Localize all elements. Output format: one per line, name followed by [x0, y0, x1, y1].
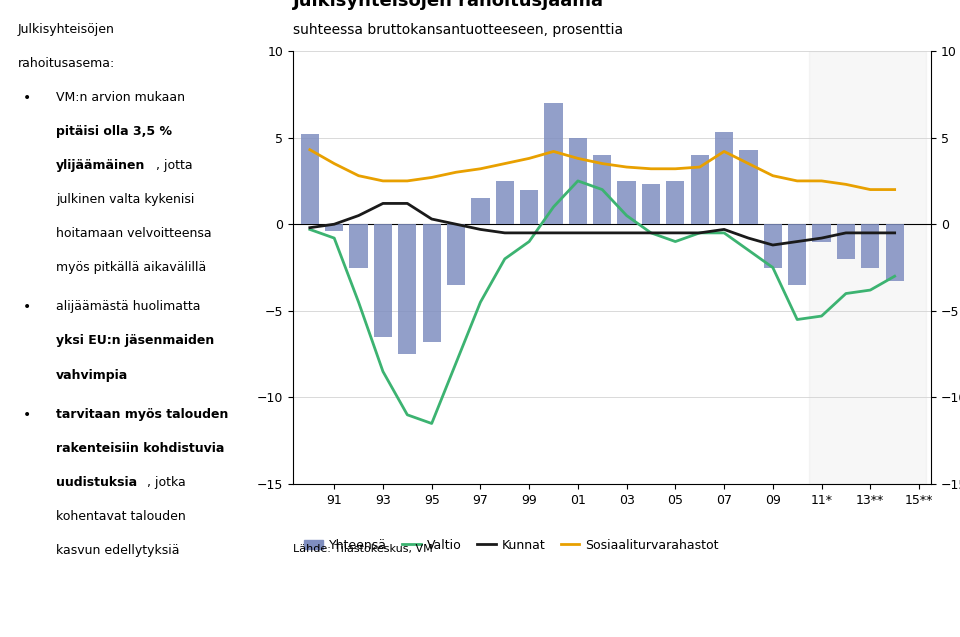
Bar	[885, 224, 903, 282]
Text: rahoitusasema:: rahoitusasema:	[17, 57, 114, 69]
Text: ylijäämäinen: ylijäämäinen	[57, 159, 146, 172]
Bar	[544, 103, 563, 224]
Bar	[495, 181, 514, 224]
Bar	[788, 224, 806, 285]
Bar	[837, 224, 855, 259]
Text: Julkisyhteisöjen rahoitusjäämä: Julkisyhteisöjen rahoitusjäämä	[293, 0, 604, 10]
Text: , jotta: , jotta	[156, 159, 192, 172]
Text: tarvitaan myös talouden: tarvitaan myös talouden	[57, 408, 228, 421]
Bar	[764, 224, 782, 268]
Bar	[422, 224, 441, 342]
Text: yksi EU:n jäsenmaiden: yksi EU:n jäsenmaiden	[57, 334, 214, 348]
Bar	[809, 51, 926, 484]
Legend: Yhteensä, Valtio, Kunnat, Sosiaaliturvarahastot: Yhteensä, Valtio, Kunnat, Sosiaaliturvar…	[300, 534, 724, 557]
Bar	[861, 224, 879, 268]
Text: vahvimpia: vahvimpia	[57, 368, 129, 382]
Text: VM:n arvion mukaan: VM:n arvion mukaan	[57, 90, 185, 104]
Text: •: •	[23, 301, 31, 315]
Bar	[739, 150, 757, 224]
Text: •: •	[23, 408, 31, 422]
Bar	[349, 224, 368, 268]
Bar	[300, 134, 319, 224]
Text: Lähde: Tilastokeskus, VM: Lähde: Tilastokeskus, VM	[293, 544, 433, 554]
Bar	[520, 190, 539, 224]
Bar	[325, 224, 344, 231]
Text: Opetus- ja kulttuuriministeriö
Undervisnings- och kulturministeriet: Opetus- ja kulttuuriministeriö Undervisn…	[14, 591, 242, 619]
Text: alijäämästä huolimatta: alijäämästä huolimatta	[57, 301, 201, 313]
Bar	[373, 224, 392, 337]
Bar	[568, 138, 587, 224]
Bar	[690, 155, 708, 224]
Bar	[471, 198, 490, 224]
Bar	[593, 155, 612, 224]
Text: myös pitkällä aikavälillä: myös pitkällä aikavälillä	[57, 261, 206, 274]
Bar	[715, 132, 733, 224]
Text: kohentavat talouden: kohentavat talouden	[57, 510, 186, 523]
Text: Julkisyhteisöjen: Julkisyhteisöjen	[17, 23, 114, 36]
Text: , jotka: , jotka	[148, 476, 186, 489]
Text: •: •	[23, 90, 31, 104]
Text: julkinen valta kykenisi: julkinen valta kykenisi	[57, 193, 195, 206]
Bar	[398, 224, 417, 354]
Bar	[812, 224, 830, 241]
Bar	[447, 224, 466, 285]
Text: uudistuksia: uudistuksia	[57, 476, 137, 489]
Text: suhteessa bruttokansantuotteeseen, prosenttia: suhteessa bruttokansantuotteeseen, prose…	[293, 23, 623, 37]
Text: hoitamaan velvoitteensa: hoitamaan velvoitteensa	[57, 227, 212, 240]
Text: kasvun edellytyksiä: kasvun edellytyksiä	[57, 544, 180, 557]
Bar	[617, 181, 636, 224]
Bar	[642, 184, 660, 224]
Bar	[666, 181, 684, 224]
Text: pitäisi olla 3,5 %: pitäisi olla 3,5 %	[57, 125, 172, 138]
Text: rakenteisiin kohdistuvia: rakenteisiin kohdistuvia	[57, 442, 225, 455]
